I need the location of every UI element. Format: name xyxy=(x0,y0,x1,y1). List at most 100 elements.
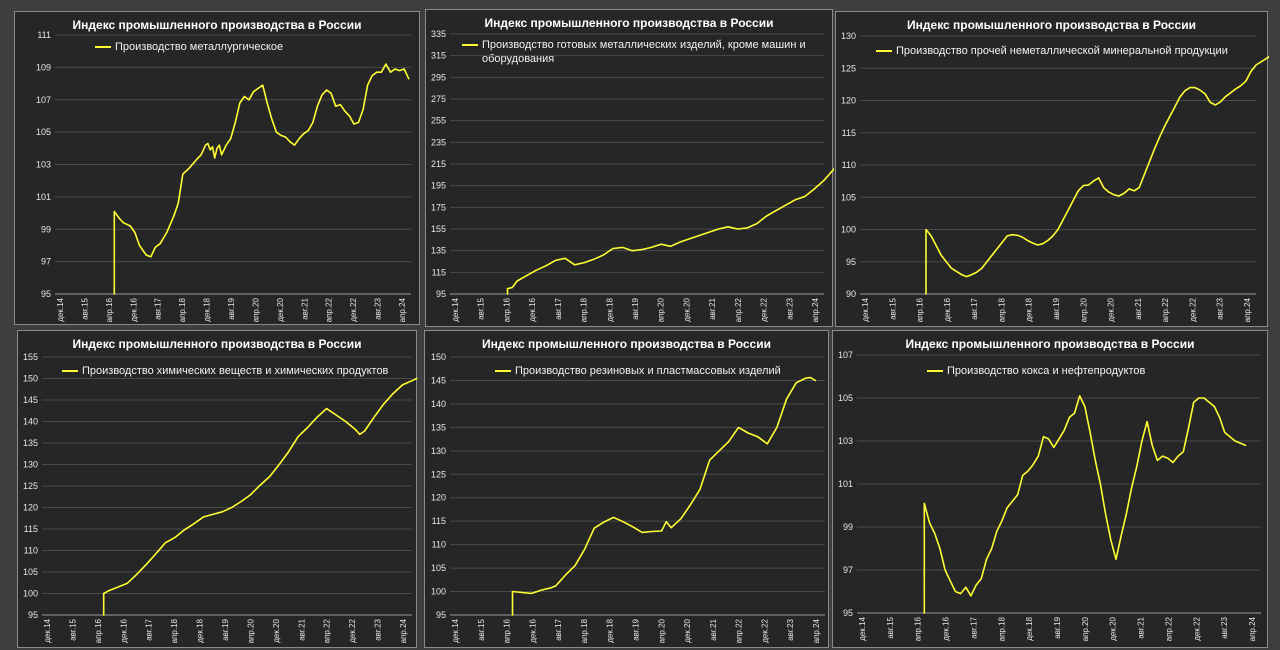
y-tick-label: 145 xyxy=(23,395,38,405)
x-tick-label: авг.17 xyxy=(554,618,563,640)
chart-plot: 95 97 99 101 103 105 107 дек.14 авг.15 апр.16 дек.… xyxy=(838,350,1261,641)
x-tick-label: апр.22 xyxy=(735,618,744,643)
legend: Производство металлургическое xyxy=(95,40,395,54)
x-tick-label: апр.18 xyxy=(580,618,589,643)
x-tick-label: апр.16 xyxy=(503,618,512,643)
chart-plot: 95 100 105 110 115 120 125 130 135 140 145 150 155 де… xyxy=(23,352,418,643)
x-tick-label: дек.14 xyxy=(451,297,460,321)
x-tick-label: дек.20 xyxy=(683,618,692,642)
x-tick-label: авг.23 xyxy=(786,618,795,640)
legend-label: Производство металлургическое xyxy=(115,41,284,53)
x-tick-label: апр.16 xyxy=(94,618,103,643)
y-tick-label: 100 xyxy=(23,589,38,599)
x-tick-label: апр.20 xyxy=(1081,616,1090,641)
y-tick-label: 115 xyxy=(24,524,38,534)
chart-panel-chemicals: Индекс промышленного производства в Росс… xyxy=(17,330,418,648)
chart-plot: 95 115 135 155 175 195 215 235 255 275 295 315 335 де… xyxy=(431,29,834,322)
x-tick-label: дек.16 xyxy=(119,618,128,642)
x-tick-label: апр.24 xyxy=(811,297,820,322)
x-tick-label: апр.18 xyxy=(170,618,179,643)
y-tick-label: 195 xyxy=(431,181,446,191)
x-tick-label: авг.19 xyxy=(221,618,230,640)
x-tick-label: авг.19 xyxy=(227,297,236,319)
legend-swatch xyxy=(876,50,892,52)
x-tick-label: авг.15 xyxy=(888,297,897,319)
x-tick-label: апр.16 xyxy=(914,616,923,641)
chart-panel-metal-products: Индекс промышленного производства в Росс… xyxy=(425,9,834,327)
y-tick-label: 90 xyxy=(846,289,856,299)
y-tick-label: 125 xyxy=(23,481,38,491)
y-tick-label: 107 xyxy=(838,350,853,360)
x-tick-label: апр.24 xyxy=(1248,616,1257,641)
x-tick-label: апр.24 xyxy=(398,297,407,322)
x-tick-label: дек.18 xyxy=(1025,297,1034,321)
x-tick-label: апр.22 xyxy=(325,297,334,322)
x-tick-label: дек.16 xyxy=(129,297,138,321)
x-tick-label: дек.20 xyxy=(1109,616,1118,640)
x-tick-label: дек.16 xyxy=(942,616,951,640)
chart-title: Индекс промышленного производства в Росс… xyxy=(907,18,1196,32)
y-tick-label: 97 xyxy=(41,257,51,267)
legend-swatch xyxy=(462,44,478,46)
x-tick-label: авг.15 xyxy=(477,618,486,640)
series-line xyxy=(511,376,817,616)
y-tick-label: 135 xyxy=(23,438,38,448)
x-tick-label: авг.19 xyxy=(632,618,641,640)
y-tick-label: 150 xyxy=(431,352,446,362)
y-tick-label: 295 xyxy=(431,72,446,82)
legend: Производство прочей неметаллической мине… xyxy=(876,44,1256,58)
x-tick-label: апр.24 xyxy=(1243,297,1252,322)
legend: Производство кокса и нефтепродуктов xyxy=(927,364,1227,378)
y-tick-label: 100 xyxy=(431,587,446,597)
y-tick-label: 135 xyxy=(431,422,446,432)
chart-plot: 95 97 99 101 103 105 107 109 111 дек.14 авг.15 апр.… xyxy=(36,30,411,322)
y-tick-label: 115 xyxy=(842,128,856,138)
x-tick-label: дек.18 xyxy=(606,618,615,642)
y-tick-label: 215 xyxy=(431,159,446,169)
y-tick-label: 103 xyxy=(36,160,51,170)
y-tick-label: 120 xyxy=(431,493,446,503)
y-tick-label: 105 xyxy=(23,567,38,577)
x-tick-label: дек.22 xyxy=(349,297,358,321)
x-tick-label: авг.17 xyxy=(970,297,979,319)
x-tick-label: дек.18 xyxy=(196,618,205,642)
chart-title: Индекс промышленного производства в Росс… xyxy=(484,16,774,30)
legend-swatch xyxy=(95,46,111,48)
x-tick-label: авг.17 xyxy=(554,297,563,319)
x-tick-label: авг.23 xyxy=(374,618,383,640)
y-tick-label: 145 xyxy=(431,375,446,385)
legend-label: Производство прочей неметаллической мине… xyxy=(896,45,1228,57)
y-tick-label: 95 xyxy=(846,257,856,267)
x-tick-label: авг.19 xyxy=(631,297,640,319)
x-tick-label: апр.18 xyxy=(997,616,1006,641)
x-tick-label: дек.22 xyxy=(1192,616,1201,640)
x-tick-label: апр.24 xyxy=(812,618,821,643)
chart-panel-metallurgy: Индекс промышленного производства в Росс… xyxy=(14,11,420,325)
y-tick-label: 130 xyxy=(431,446,446,456)
x-tick-label: авг.23 xyxy=(1220,616,1229,638)
y-tick-label: 155 xyxy=(23,352,38,362)
legend: Производство резиновых и пластмассовых и… xyxy=(495,364,815,378)
x-tick-label: апр.22 xyxy=(734,297,743,322)
x-tick-label: апр.20 xyxy=(1079,297,1088,322)
x-tick-label: апр.20 xyxy=(251,297,260,322)
x-tick-label: дек.18 xyxy=(1025,616,1034,640)
chart-panel-coke-petroleum: Индекс промышленного производства в Росс… xyxy=(832,330,1268,648)
y-tick-label: 105 xyxy=(838,393,853,403)
x-tick-label: апр.20 xyxy=(246,618,255,643)
y-tick-label: 125 xyxy=(431,469,446,479)
x-tick-label: дек.14 xyxy=(861,297,870,321)
x-tick-label: дек.16 xyxy=(528,618,537,642)
series-line xyxy=(925,55,1269,295)
x-tick-label: авг.21 xyxy=(1137,616,1146,638)
y-tick-label: 315 xyxy=(431,51,446,61)
chart-panel-nonmetallic-minerals: Индекс промышленного производства в Росс… xyxy=(835,11,1269,327)
x-tick-label: дек.22 xyxy=(760,618,769,642)
x-tick-label: дек.22 xyxy=(348,618,357,642)
y-tick-label: 105 xyxy=(431,563,446,573)
x-tick-label: авг.23 xyxy=(374,297,383,319)
y-tick-label: 95 xyxy=(28,610,38,620)
x-tick-label: авг.21 xyxy=(1134,297,1143,319)
y-tick-label: 95 xyxy=(843,608,853,618)
x-tick-label: апр.24 xyxy=(399,618,408,643)
